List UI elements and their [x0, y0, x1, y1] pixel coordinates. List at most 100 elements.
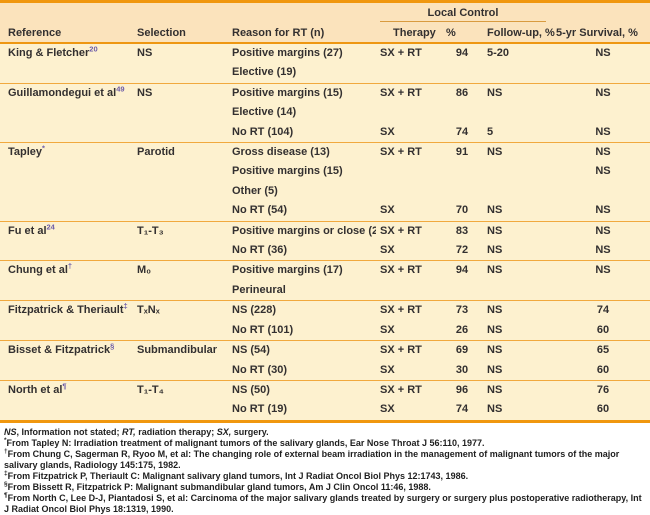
cell-reference [0, 281, 128, 301]
cell-local-control-percent: 83 [446, 220, 478, 242]
footnote-marker: * [4, 436, 7, 444]
cell-local-control-percent [446, 103, 478, 122]
cell-reason: Positive margins (15) [232, 165, 343, 178]
cell-selection [128, 281, 224, 301]
cell-therapy: SX + RT [376, 340, 446, 361]
group-header-spacer-right [556, 3, 650, 23]
col-header-percent: % [446, 23, 478, 44]
cell-reference [0, 182, 128, 201]
cell-followup [478, 63, 556, 83]
cell-reference [0, 123, 128, 143]
footnote-line: ‡From Fitzpatrick P, Theriault C: Malign… [4, 469, 469, 481]
cell-therapy [376, 281, 446, 301]
cell-local-control-percent [446, 162, 478, 181]
cell-reference: Chung et al† [0, 260, 128, 281]
table-row: No RT (36) SX 72 NS NS [0, 241, 650, 261]
cell-survival [556, 63, 650, 83]
cell-selection [128, 321, 224, 341]
cell-therapy: SX + RT [376, 379, 446, 401]
cell-followup [478, 162, 556, 181]
cell-reason: No RT (54) [232, 204, 287, 217]
cell-selection [128, 182, 224, 201]
cell-selection: T₁-T₃ [128, 220, 224, 242]
cell-therapy: SX [380, 323, 395, 336]
cell-therapy [376, 103, 446, 122]
cell-local-control-percent [446, 281, 478, 301]
cell-local-control-percent: 74 [455, 125, 469, 138]
cell-reference [0, 162, 128, 181]
cell-reference: Fu et al24 [0, 220, 128, 242]
reference-mark: † [67, 261, 73, 271]
cell-local-control-percent: 72 [455, 244, 469, 257]
cell-selection: NS [137, 47, 153, 59]
col-header-selection: Selection [128, 23, 224, 44]
cell-reason: No RT (36) [232, 244, 287, 257]
footnote-line: *From Tapley N: Irradiation treatment of… [4, 436, 485, 448]
cell-local-control-percent: 30 [455, 363, 469, 376]
cell-local-control-percent: 94 [446, 260, 478, 281]
table-row: North et al¶ T₁-T₄ NS (50) SX + RT 96 NS 76 [0, 379, 650, 401]
table-body: King & Fletcher20 NS Positive margins (27)… [0, 43, 650, 420]
col-header-therapy: Therapy [376, 23, 446, 44]
local-control-label: Local Control [380, 5, 546, 22]
cell-reason: No RT (104) [232, 125, 294, 138]
group-header-row: Local Control [0, 3, 650, 23]
cell-therapy: SX + RT [380, 47, 422, 59]
cell-reason: Other (5) [232, 184, 278, 197]
cell-survival [556, 182, 650, 201]
cell-survival: NS [595, 204, 611, 217]
cell-selection: Parotid [128, 142, 224, 163]
col-header-survival: 5-yr Survival, % [556, 23, 650, 44]
cell-local-control-percent: 94 [455, 47, 469, 59]
cell-survival: 74 [556, 300, 650, 321]
cell-survival [556, 103, 650, 122]
cell-reason: Positive margins (27) [232, 47, 343, 59]
table-row: Elective (14) [0, 103, 650, 122]
table-header: Local Control Reference Selection Reason… [0, 3, 650, 44]
cell-reason: NS (50) [224, 379, 376, 401]
table-row: No RT (30) SX 30 NS 60 [0, 361, 650, 381]
cell-survival [556, 281, 650, 301]
cell-reference: Fitzpatrick & Theriault‡ [0, 300, 128, 321]
cell-therapy: SX [380, 125, 395, 138]
footnote-marker: ‡ [4, 469, 8, 477]
reference-mark: 24 [46, 222, 55, 231]
cell-survival: NS [556, 260, 650, 281]
cell-reference [0, 321, 128, 341]
cell-followup [478, 103, 556, 122]
local-control-group-cell: Local Control [376, 3, 556, 23]
table-row: Other (5) [0, 182, 650, 201]
cell-reference: Bisset & Fitzpatrick§ [0, 340, 128, 361]
footnote-marker: § [4, 480, 8, 488]
cell-followup: NS [478, 142, 556, 163]
cell-survival: NS [595, 165, 611, 178]
group-header-spacer-left [0, 3, 376, 23]
table-row: Fitzpatrick & Theriault‡ TₓNₓ NS (228) SX +… [0, 300, 650, 321]
cell-therapy: SX [380, 204, 395, 217]
cell-therapy: SX + RT [376, 220, 446, 242]
col-header-reason: Reason for RT (n) [224, 23, 376, 44]
cell-therapy: SX + RT [376, 300, 446, 321]
cell-reference [0, 103, 128, 122]
cell-reason: NS (228) [224, 300, 376, 321]
cell-survival: 76 [556, 379, 650, 401]
cell-reference [0, 361, 128, 381]
reference-mark: ¶ [62, 381, 67, 391]
cell-survival: 60 [596, 403, 610, 416]
cell-survival: NS [595, 125, 611, 138]
cell-reference: Tapley* [0, 142, 128, 163]
cell-therapy [376, 162, 446, 181]
reference-mark: 49 [116, 84, 125, 94]
cell-selection: NS [128, 82, 224, 104]
cell-therapy: SX + RT [376, 142, 446, 163]
cell-therapy: SX + RT [376, 82, 446, 104]
cell-selection [128, 201, 224, 221]
column-header-row: Reference Selection Reason for RT (n) Th… [0, 23, 650, 44]
cell-selection: T₁-T₄ [128, 379, 224, 401]
cell-therapy: SX [380, 244, 395, 257]
cell-followup: NS [478, 300, 556, 321]
table-row: Bisset & Fitzpatrick§ Submandibular NS (54… [0, 340, 650, 361]
footnote-line: NS, Information not stated; RT, radiatio… [4, 426, 269, 437]
cell-reason: No RT (30) [232, 363, 287, 376]
